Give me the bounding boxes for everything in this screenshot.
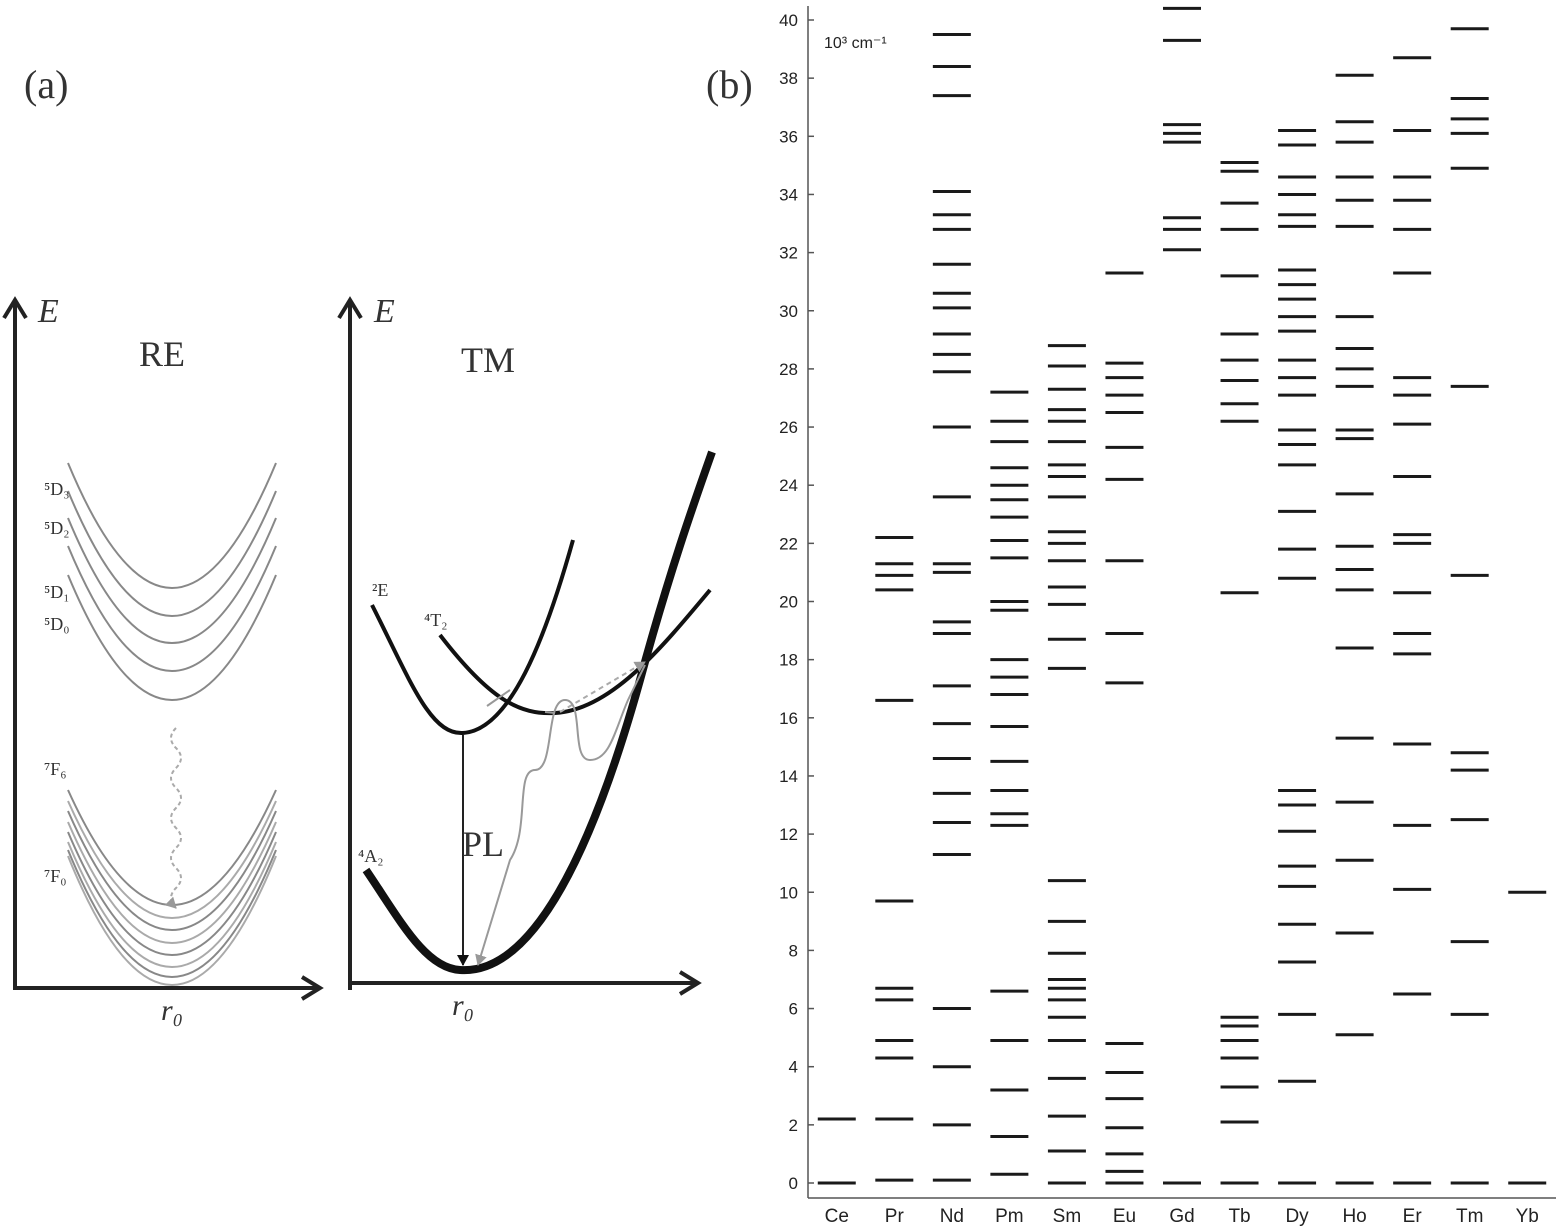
y-axis: [337, 296, 363, 990]
x-axis-label: r₀: [452, 989, 474, 1022]
panel-b: (b) 10³ cm⁻¹ 024681012141618202224262830…: [706, 6, 1556, 1227]
x-tick-label: Sm: [1053, 1206, 1082, 1227]
x-tick-label: Ho: [1342, 1206, 1366, 1227]
x-tick-label: Gd: [1169, 1206, 1194, 1227]
level-curve: [67, 800, 277, 919]
crossing-arrow: [559, 661, 646, 713]
state-label: ⁴A₂: [358, 846, 384, 866]
transition-label: PL: [462, 824, 504, 864]
y-tick-label: 14: [779, 767, 798, 786]
y-tick-label: 10: [779, 883, 798, 902]
level-curve: [67, 821, 277, 944]
state-label: ⁴T₂: [424, 610, 448, 630]
x-tick-label: Er: [1403, 1206, 1423, 1227]
y-tick-label: 40: [779, 11, 798, 30]
level-label: ⁵D₁: [44, 582, 70, 602]
x-tick-label: Eu: [1113, 1206, 1136, 1227]
y-tick-label: 24: [779, 476, 798, 495]
level-curve: [67, 831, 277, 956]
level-label: ⁷F₀: [44, 866, 67, 886]
x-axis: [13, 975, 324, 1001]
y-tick-label: 16: [779, 709, 798, 728]
y-tick-label: 28: [779, 360, 798, 379]
x-axis: [348, 970, 702, 996]
state-label: ²E: [372, 580, 388, 600]
level-curve: [67, 841, 277, 968]
unit-label: 10³ cm⁻¹: [824, 35, 887, 52]
y-tick-label: 18: [779, 651, 798, 670]
y-tick-label: 6: [789, 1000, 798, 1019]
x-tick-label: Ce: [825, 1206, 849, 1227]
ground-state-curve: [362, 450, 716, 975]
level-curve: [67, 490, 277, 617]
y-tick-label: 20: [779, 593, 798, 612]
y-tick-label: 22: [779, 534, 798, 553]
x-tick-label: Tm: [1456, 1206, 1483, 1227]
level-label: ⁵D₃: [44, 479, 70, 499]
x-tick-label: Nd: [940, 1206, 964, 1227]
y-tick-label: 8: [789, 941, 798, 960]
x-tick-label: Pm: [995, 1206, 1024, 1227]
y-tick-label: 32: [779, 244, 798, 263]
axis-label: E: [37, 293, 59, 330]
level-curve: [67, 545, 277, 672]
y-tick-label: 38: [779, 69, 798, 88]
state-curve: [438, 588, 712, 716]
re-curves: [67, 462, 277, 986]
relaxation-arrow: [475, 664, 646, 966]
level-curve: [67, 810, 277, 931]
y-tick-label: 36: [779, 127, 798, 146]
panel-label: (a): [24, 62, 68, 107]
y-tick-label: 30: [779, 302, 798, 321]
level-curve: [67, 574, 277, 701]
y-tick-label: 4: [789, 1058, 798, 1077]
panel-title: TM: [461, 340, 515, 380]
state-curve: [370, 539, 575, 736]
y-tick-label: 2: [789, 1116, 798, 1135]
level-label: ⁵D₂: [44, 518, 70, 538]
level-curve: [67, 789, 277, 906]
panel-label: (b): [706, 62, 753, 107]
level-curve: [67, 462, 277, 589]
y-tick-label: 34: [779, 185, 798, 204]
panel-a: (a) E RE ⁵D₃ ⁵D₂ ⁵D₁ ⁵D₀ ⁷F₆ ⁷F₀ r₀ E TM…: [2, 62, 716, 1027]
panel-title: RE: [139, 334, 185, 374]
level-curve: [67, 855, 277, 986]
y-tick-label: 0: [789, 1174, 798, 1193]
relaxation-arrow: [164, 727, 182, 909]
x-tick-label: Dy: [1285, 1206, 1309, 1227]
x-axis-label: r₀: [161, 994, 183, 1027]
x-tick-label: Pr: [885, 1206, 905, 1227]
level-curve: [67, 849, 277, 978]
level-label: ⁷F₆: [44, 759, 67, 779]
x-tick-label: Yb: [1516, 1206, 1539, 1227]
y-tick-label: 12: [779, 825, 798, 844]
axis-label: E: [373, 293, 395, 330]
level-curve: [67, 517, 277, 644]
level-label: ⁵D₀: [44, 614, 70, 634]
y-axis: [2, 296, 28, 990]
x-tick-label: Tb: [1228, 1206, 1250, 1227]
y-tick-label: 26: [779, 418, 798, 437]
